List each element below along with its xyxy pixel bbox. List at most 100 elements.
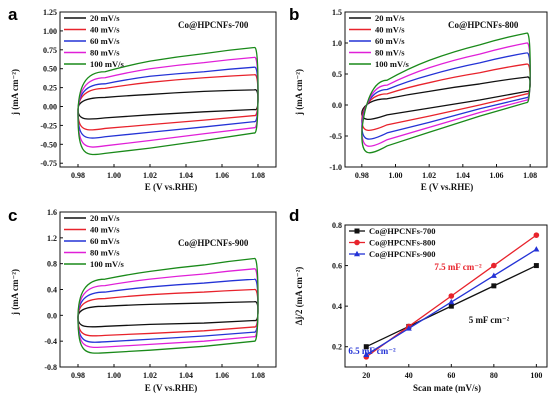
panel-title: Co@HPCNFs-700 — [178, 20, 249, 30]
panel-a: a 0.98 1.00 1.02 1.04 1.06 1.08 -0.75 -0.50 -0.25… — [8, 5, 277, 192]
plot-frame — [344, 11, 548, 168]
data-point — [405, 325, 412, 331]
data-point — [490, 272, 497, 278]
x-tick-label: 1.04 — [456, 171, 470, 180]
legend-label: Co@HPCNFs-900 — [369, 249, 435, 259]
y-axis-label: j (mA cm⁻²) — [10, 269, 20, 316]
legend-label: 100 mV/s — [90, 259, 124, 269]
y-axis-label: Δj/2 (mA cm⁻²) — [294, 267, 304, 326]
data-point — [491, 262, 497, 269]
cv-loop-100-mv-s — [77, 46, 259, 156]
y-tick-label: 0.00 — [43, 103, 57, 112]
cv-loop-100-mv-s — [361, 32, 531, 154]
data-point — [363, 351, 370, 358]
y-tick-label: 0.8 — [47, 260, 57, 269]
data-point — [491, 283, 497, 289]
y-tick-label: -1.0 — [329, 163, 342, 172]
cv-loop-40-mv-s — [361, 63, 531, 131]
y-tick-label: 0.6 — [332, 262, 342, 271]
legend-label: 60 mV/s — [375, 36, 405, 46]
cv-loop-100-mv-s — [77, 257, 259, 354]
legend-label: 20 mV/s — [90, 13, 120, 23]
data-point — [448, 303, 454, 309]
y-tick-label: 0.0 — [332, 101, 342, 110]
y-tick-label: 0.75 — [43, 46, 57, 55]
y-tick-label: 0.8 — [332, 221, 342, 230]
panel-letter: a — [8, 5, 18, 24]
legend-marker — [354, 250, 360, 257]
slope-annotation: 5 mF cm⁻² — [469, 315, 510, 325]
panel-letter: b — [289, 5, 299, 24]
y-tick-label: -0.4 — [44, 337, 57, 346]
legend-label: 80 mV/s — [375, 48, 405, 58]
y-tick-label: -0.8 — [44, 363, 57, 372]
legend-label: 20 mV/s — [90, 213, 120, 223]
x-axis-label: E (V vs.RHE) — [145, 182, 198, 192]
cv-loop-40-mv-s — [77, 288, 259, 337]
y-axis-label: j (mA cm⁻²) — [294, 69, 304, 116]
y-tick-label: 0.50 — [43, 65, 57, 74]
y-tick-label: 1.00 — [43, 27, 57, 36]
y-tick-label: -0.75 — [40, 159, 57, 168]
legend-label: 40 mV/s — [90, 225, 120, 235]
y-tick-label: 0.4 — [332, 302, 342, 311]
x-tick-label: 1.08 — [251, 371, 265, 380]
x-tick-label: 0.98 — [355, 171, 369, 180]
y-tick-label: -0.5 — [329, 132, 342, 141]
legend-label: 80 mV/s — [90, 248, 120, 258]
x-tick-label: 1.08 — [251, 171, 265, 180]
data-point — [533, 263, 539, 269]
legend-label: Co@HPCNFs-800 — [369, 238, 435, 248]
x-tick-label: 40 — [405, 371, 413, 380]
legend-label: Co@HPCNFs-700 — [369, 226, 435, 236]
cv-loop-20-mv-s — [77, 89, 259, 120]
cv-loop-80-mv-s — [77, 56, 259, 148]
legend-label: 80 mV/s — [90, 48, 120, 58]
x-tick-label: 1.06 — [215, 171, 229, 180]
x-tick-label: 1.00 — [389, 171, 403, 180]
x-tick-label: 60 — [447, 371, 455, 380]
legend-label: 100 mV/s — [90, 59, 124, 69]
slope-annotation: 7.5 mF cm⁻² — [434, 262, 482, 272]
panel-b: b 0.98 1.00 1.02 1.04 1.06 1.08 -1.0 -0.5 0.0 0.5 1… — [289, 5, 548, 192]
legend-label: 40 mV/s — [90, 25, 120, 35]
y-axis-label: j (mA cm⁻²) — [10, 69, 20, 116]
x-tick-label: 1.02 — [422, 171, 436, 180]
x-tick-label: 1.00 — [107, 171, 121, 180]
x-axis-label: E (V vs.RHE) — [145, 383, 198, 393]
y-tick-label: 0.25 — [43, 84, 57, 93]
y-tick-label: 0.0 — [47, 311, 57, 320]
y-tick-label: 1.2 — [47, 234, 57, 243]
x-tick-label: 0.98 — [71, 371, 85, 380]
data-point — [533, 246, 540, 252]
panel-letter: d — [289, 206, 299, 225]
legend-label: 100 mV/s — [375, 59, 409, 69]
y-tick-label: -0.50 — [40, 140, 57, 149]
cv-loop-40-mv-s — [77, 74, 259, 131]
panel-d: d 20 40 60 80 100 0.2 0.4 0.6 0.8 Scan mate (mV/s)… — [289, 206, 548, 393]
plot-frame — [59, 11, 277, 168]
x-tick-label: 1.00 — [107, 371, 121, 380]
legend-marker — [354, 239, 360, 246]
y-tick-label: 1.25 — [43, 8, 57, 17]
data-point — [448, 293, 455, 299]
data-point — [533, 232, 540, 238]
panel-c: c 0.98 1.00 1.02 1.04 1.06 1.08 -0.8 -0.4 0.0 0.4 0… — [8, 206, 277, 393]
legend-label: 20 mV/s — [375, 13, 405, 23]
x-tick-label: 20 — [362, 371, 370, 380]
x-axis-label: E (V vs.RHE) — [421, 182, 474, 192]
legend-label: 60 mV/s — [90, 36, 120, 46]
plot-frame — [344, 224, 548, 368]
x-tick-label: 1.04 — [179, 171, 193, 180]
x-tick-label: 80 — [490, 371, 498, 380]
panel-title: Co@HPCNFs-800 — [448, 20, 519, 30]
y-tick-label: 0.4 — [47, 286, 57, 295]
legend-label: 60 mV/s — [90, 236, 120, 246]
y-tick-label: 1.0 — [332, 39, 342, 48]
y-tick-label: 1.6 — [47, 208, 57, 217]
panel-letter: c — [8, 206, 17, 225]
x-tick-label: 1.04 — [179, 371, 193, 380]
x-tick-label: 0.98 — [71, 171, 85, 180]
data-point — [448, 298, 455, 305]
